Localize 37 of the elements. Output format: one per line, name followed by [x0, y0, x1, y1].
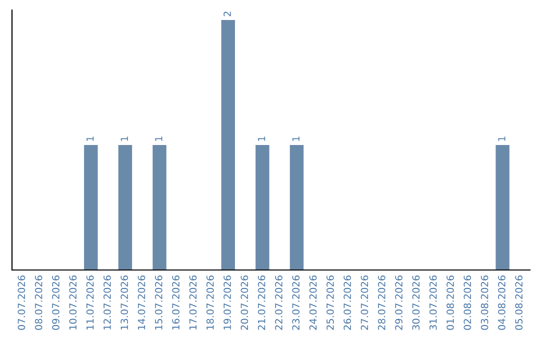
x-tick-label: 25.07.2026: [326, 275, 334, 330]
data-label: 1: [292, 136, 300, 141]
x-tick-label: 22.07.2026: [275, 275, 282, 330]
x-tick-label: 24.07.2026: [309, 275, 317, 330]
x-tick-label: 09.07.2026: [52, 275, 60, 330]
x-tick-label: 16.07.2026: [172, 275, 180, 330]
x-tick-label: 26.07.2026: [344, 275, 352, 330]
x-tick-label: 13.07.2026: [120, 275, 128, 330]
x-tick-label: 15.07.2026: [154, 275, 162, 330]
data-label: 1: [86, 136, 94, 141]
x-tick-label: 19.07.2026: [224, 275, 231, 330]
x-tick-label: 28.07.2026: [378, 275, 386, 330]
x-tick-label: 02.08.2026: [464, 275, 472, 330]
x-tick-label: 23.07.2026: [292, 275, 300, 330]
x-tick-label: 29.07.2026: [395, 275, 402, 330]
x-tick-label: 18.07.2026: [206, 275, 214, 330]
data-label: 1: [120, 136, 128, 141]
x-tick-label: 10.07.2026: [69, 275, 77, 330]
x-tick-label: 17.07.2026: [189, 275, 197, 330]
data-label: 1: [258, 136, 266, 141]
x-tick-label: 01.08.2026: [446, 275, 454, 330]
x-tick-label: 07.07.2026: [18, 275, 26, 330]
x-tick-label: 11.07.2026: [86, 275, 94, 330]
x-tick-label: 05.08.2026: [515, 275, 523, 330]
x-tick-label: 12.07.2026: [104, 275, 111, 330]
x-tick-label: 30.07.2026: [412, 275, 420, 330]
x-tick-label: 04.08.2026: [498, 275, 506, 330]
data-label: 2: [224, 12, 231, 16]
x-tick-label: 31.07.2026: [429, 275, 437, 330]
data-label: 1: [498, 136, 506, 141]
data-label: 1: [155, 136, 162, 141]
x-tick-label: 08.07.2026: [34, 275, 42, 330]
x-tick-label: 14.07.2026: [138, 275, 146, 330]
x-tick-label: 21.07.2026: [258, 275, 266, 330]
x-tick-label: 03.08.2026: [480, 275, 488, 330]
x-tick-label: 27.07.2026: [360, 275, 368, 330]
x-tick-label: 20.07.2026: [240, 275, 248, 330]
